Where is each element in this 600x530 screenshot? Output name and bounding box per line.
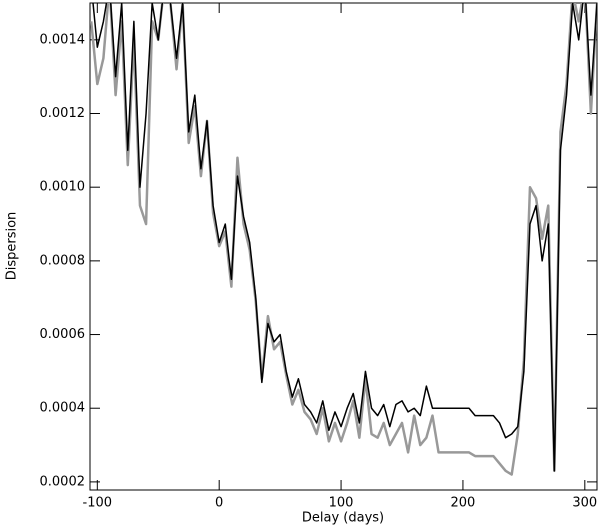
y-tick-label: 0.0012	[40, 106, 86, 121]
x-tick-label: -100	[83, 496, 113, 511]
series-line	[92, 3, 597, 472]
x-tick-label: 100	[329, 496, 354, 511]
y-axis-label: Dispersion	[5, 212, 20, 281]
series-line	[90, 3, 597, 476]
y-tick-label: 0.0008	[40, 253, 86, 268]
y-tick-label: 0.0006	[40, 327, 86, 342]
y-tick-label: 0.0004	[40, 401, 86, 416]
x-tick-label: 300	[572, 496, 597, 511]
x-tick-label: 0	[215, 496, 223, 511]
y-tick-label: 0.0010	[40, 180, 86, 195]
y-tick-label: 0.0014	[40, 32, 86, 47]
y-tick-label: 0.0002	[40, 474, 86, 489]
x-tick-label: 200	[451, 496, 476, 511]
plot-frame	[89, 2, 598, 491]
x-axis-label: Delay (days)	[302, 511, 384, 526]
